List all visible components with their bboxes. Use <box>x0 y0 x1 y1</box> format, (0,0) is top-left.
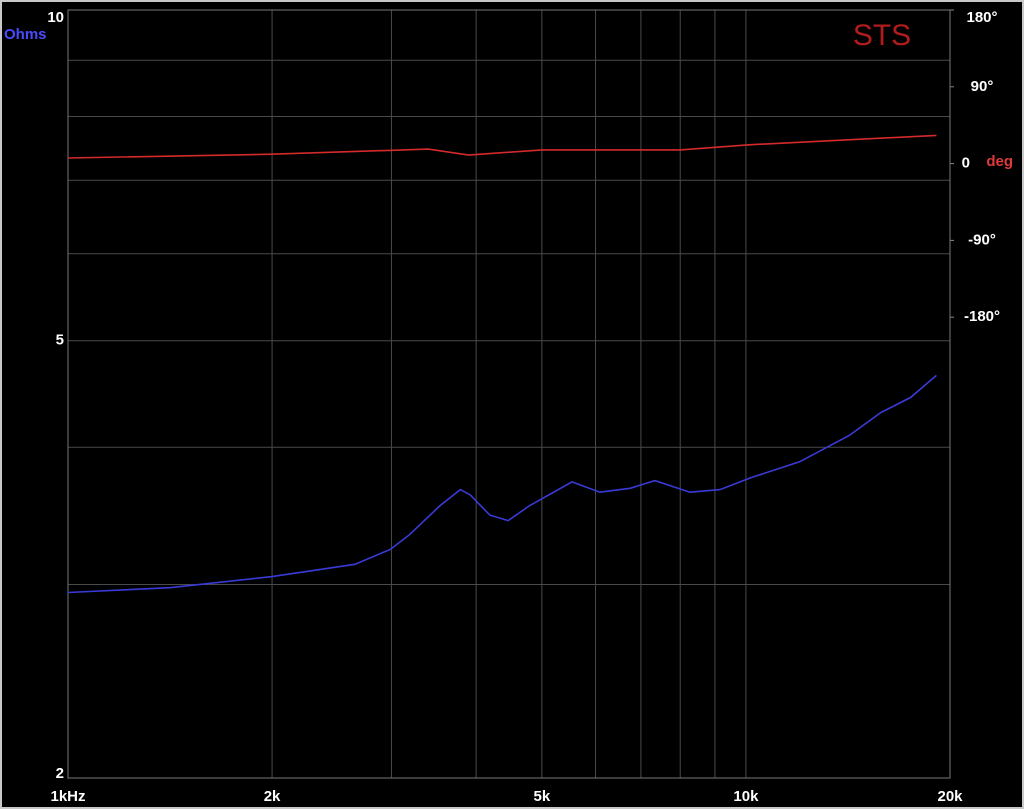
watermark: STS <box>853 19 911 52</box>
y-axis-label: Ohms <box>4 26 47 43</box>
y2-tick-label: 90° <box>971 78 994 95</box>
y-tick-label: 2 <box>56 765 64 782</box>
x-tick-label: 2k <box>264 788 281 805</box>
x-tick-label: 1kHz <box>50 788 85 805</box>
y2-tick-label: -90° <box>968 231 996 248</box>
x-tick-label: 10k <box>733 788 759 805</box>
y2-tick-label: 0 <box>962 155 970 172</box>
y2-axis-label: deg <box>986 153 1013 170</box>
y-tick-label: 10 <box>47 9 64 26</box>
x-tick-label: 20k <box>937 788 963 805</box>
series-line <box>67 374 937 594</box>
y2-tick-label: -180° <box>964 308 1000 325</box>
plot-frame <box>67 9 951 779</box>
y-tick-label: 5 <box>56 332 64 349</box>
x-tick-label: 5k <box>534 788 551 805</box>
y2-tick-label: 180° <box>966 9 997 26</box>
series-line <box>67 134 937 159</box>
